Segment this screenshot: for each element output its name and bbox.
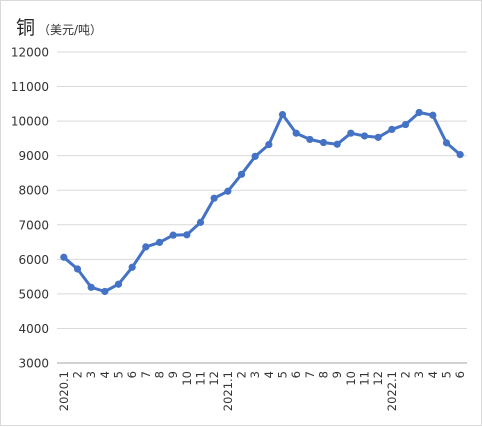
x-tick-label: 9 <box>330 371 344 378</box>
gridlines <box>57 51 467 329</box>
x-tick-label: 6 <box>125 371 139 378</box>
data-point <box>360 132 369 140</box>
x-tick-label: 3 <box>84 371 98 378</box>
data-point <box>265 141 273 149</box>
chart-unit-label: （美元/吨） <box>38 23 103 37</box>
x-tick-label: 6 <box>453 371 467 378</box>
x-tick-label: 7 <box>303 371 317 378</box>
series-copy-price <box>60 108 464 296</box>
data-point <box>442 139 451 147</box>
x-tick-label: 10 <box>344 371 358 386</box>
y-axis: 3000 4000 5000 6000 7000 8000 9000 10000 11000 12… <box>11 46 49 371</box>
data-point <box>374 133 382 141</box>
y-tick-label: 6000 <box>18 253 49 267</box>
data-point <box>347 129 355 137</box>
y-tick-label: 9000 <box>18 149 49 163</box>
chart-title-text: 铜 <box>16 17 36 39</box>
y-tick-label: 3000 <box>18 357 49 371</box>
data-point <box>183 231 191 239</box>
x-tick-label: 12 <box>207 371 221 386</box>
data-point <box>196 218 205 226</box>
y-tick-label: 10000 <box>11 115 49 129</box>
x-axis: 2020.1 2 3 4 5 6 7 8 9 10 11 12 2021.1 2 3 4 5 6 7 8 9 10 11 12… <box>57 362 467 411</box>
x-tick-label: 2 <box>235 371 249 378</box>
y-tick-label: 8000 <box>18 184 49 198</box>
x-tick-label: 2 <box>399 371 413 378</box>
x-tick-label: 3 <box>248 371 262 378</box>
data-point <box>456 151 464 159</box>
data-point <box>306 135 314 144</box>
y-tick-label: 7000 <box>18 218 49 232</box>
data-point <box>87 283 95 291</box>
data-point <box>155 238 164 247</box>
x-tick-label: 7 <box>139 371 153 378</box>
x-tick-label: 9 <box>166 371 180 378</box>
data-point <box>278 110 287 119</box>
x-tick-label: 4 <box>98 371 112 378</box>
x-tick-label: 6 <box>289 371 303 378</box>
x-tick-label: 4 <box>426 371 440 378</box>
y-tick-label: 12000 <box>11 46 49 60</box>
data-point <box>128 263 136 271</box>
chart-title: 铜（美元/吨） <box>16 13 102 40</box>
data-point <box>114 280 123 288</box>
data-point <box>60 253 68 261</box>
data-point <box>333 140 341 148</box>
x-tick-label: 12 <box>371 371 385 386</box>
x-tick-label: 11 <box>194 371 208 386</box>
x-tick-label: 8 <box>153 371 167 378</box>
x-tick-label: 11 <box>358 371 372 386</box>
y-tick-label: 4000 <box>18 322 49 336</box>
x-tick-label: 4 <box>262 371 276 378</box>
data-point <box>224 187 232 195</box>
x-tick-label: 8 <box>317 371 331 378</box>
data-point <box>237 170 246 178</box>
x-tick-label: 3 <box>412 371 426 378</box>
x-tick-label: 5 <box>276 371 290 378</box>
data-point <box>169 231 177 239</box>
x-tick-label: 5 <box>112 371 126 378</box>
series-line <box>62 111 462 293</box>
data-point <box>73 265 82 273</box>
x-tick-label: 5 <box>440 371 454 378</box>
y-tick-label: 11000 <box>11 80 49 94</box>
data-point <box>415 108 423 117</box>
data-point <box>101 287 109 296</box>
x-tick-label: 2022.1 <box>385 371 399 411</box>
x-tick-label: 2 <box>71 371 85 378</box>
data-point <box>210 194 218 202</box>
y-tick-label: 5000 <box>18 287 49 301</box>
x-tick-label: 10 <box>180 371 194 386</box>
data-point <box>292 129 300 137</box>
data-point <box>251 152 259 160</box>
data-point <box>319 138 328 147</box>
data-point <box>401 120 410 129</box>
data-point <box>388 125 396 134</box>
data-point <box>429 111 437 119</box>
x-tick-label: 2021.1 <box>221 371 235 411</box>
x-tick-label: 2020.1 <box>57 371 71 411</box>
data-point <box>142 243 150 251</box>
